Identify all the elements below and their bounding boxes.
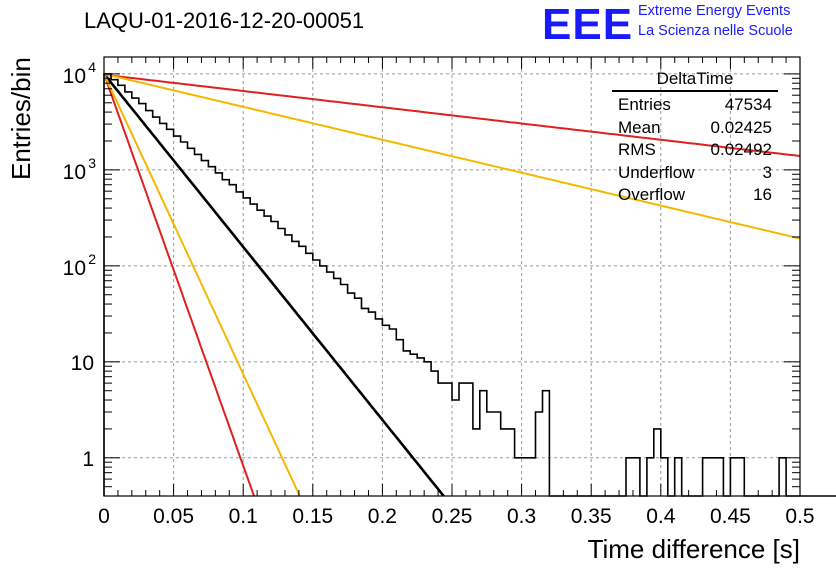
y-axis-label: Entries/bin xyxy=(6,57,36,180)
histogram-bins xyxy=(103,73,836,497)
stats-value: 16 xyxy=(753,185,772,204)
x-tick-label: 0.5 xyxy=(785,505,814,528)
y-tick-exponent: 2 xyxy=(88,251,96,267)
stats-row: Mean 0.02425 xyxy=(612,117,778,140)
stats-label: RMS xyxy=(618,140,656,159)
y-tick-label: 10 xyxy=(63,161,86,184)
y-tick-label: 10 xyxy=(63,65,86,88)
logo-line-1: Extreme Energy Events xyxy=(638,3,791,19)
stats-value: 3 xyxy=(762,162,772,182)
stats-title: DeltaTime xyxy=(612,69,778,92)
y-tick-label: 1 xyxy=(82,448,94,471)
stats-value: 0.02425 xyxy=(710,117,772,137)
stats-value: 0.02492 xyxy=(710,140,772,159)
y-tick-label: 10 xyxy=(71,352,94,375)
stats-value: 47534 xyxy=(724,95,772,114)
fit-curve-orange-shallow xyxy=(103,72,801,240)
fit-curve-fit xyxy=(102,73,445,497)
axes: 0 0.05 0.1 0.15 0.2 0.25 0.3 0.35 0.4 0.45 0.5 1 10 1… xyxy=(63,56,815,528)
y-tick-exponent: 4 xyxy=(88,59,96,75)
stats-label: Underflow xyxy=(618,162,695,182)
y-tick-label: 10 xyxy=(63,257,86,280)
x-tick-label: 0.45 xyxy=(710,505,751,528)
stats-label: Mean xyxy=(618,117,661,137)
x-tick-label: 0.2 xyxy=(368,505,397,528)
eee-logo: EEE xyxy=(542,0,634,49)
fit-curve-red-steep xyxy=(103,73,255,497)
x-tick-label: 0.05 xyxy=(153,505,194,528)
stats-box: DeltaTime Entries 47534 Mean 0.02425 RMS 0.… xyxy=(612,69,778,207)
grid xyxy=(104,57,800,496)
stats-row: Underflow 3 xyxy=(612,162,778,185)
x-tick-label: 0.35 xyxy=(571,505,612,528)
fit-curves xyxy=(102,72,801,497)
x-tick-label: 0.25 xyxy=(432,505,473,528)
histogram xyxy=(103,73,836,497)
y-tick-exponent: 3 xyxy=(88,155,96,171)
stats-row: RMS 0.02492 xyxy=(612,139,778,162)
stats-row: Overflow 16 xyxy=(612,184,778,207)
stats-row: Entries 47534 xyxy=(612,94,778,117)
stats-label: Overflow xyxy=(618,185,686,204)
x-tick-label: 0.15 xyxy=(292,505,333,528)
fit-curve-orange-steep xyxy=(103,73,301,497)
x-axis-label: Time difference [s] xyxy=(587,534,800,564)
x-tick-label: 0.1 xyxy=(229,505,258,528)
x-tick-label: 0 xyxy=(98,505,110,528)
logo-line-2: La Scienza nelle Scuole xyxy=(638,23,793,39)
stats-label: Entries xyxy=(618,95,671,114)
chart-title: LAQU-01-2016-12-20-00051 xyxy=(84,8,365,33)
x-tick-label: 0.3 xyxy=(507,505,536,528)
fit-curve-red-shallow xyxy=(103,73,801,157)
x-tick-label: 0.4 xyxy=(646,505,676,528)
